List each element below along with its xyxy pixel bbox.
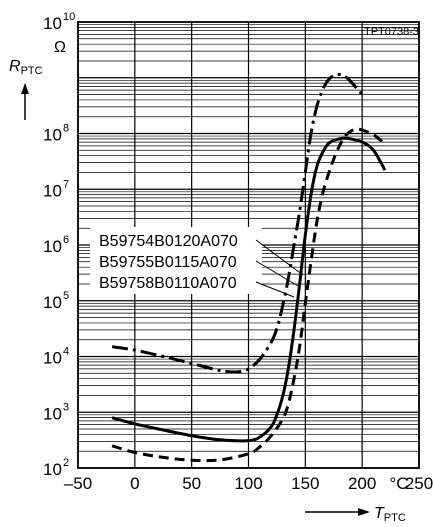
svg-text:RPTC: RPTC	[9, 58, 43, 77]
y-tick-exponent: 10	[63, 11, 75, 23]
y-axis-label-sub: PTC	[21, 65, 43, 77]
x-tick-label: 200	[348, 474, 376, 493]
y-axis-arrowhead-icon	[21, 83, 29, 94]
plot-frame	[77, 21, 420, 469]
y-tick-exponent: 5	[63, 290, 69, 302]
x-tick-label: 150	[291, 474, 319, 493]
document-id: TPT0738-3	[364, 26, 419, 38]
series-layer	[111, 72, 387, 463]
x-tick-label: 0	[130, 474, 139, 493]
legend-label-3: B59758B0110A070	[99, 275, 237, 292]
y-tick-base: 10	[43, 181, 62, 200]
series-line-1	[111, 72, 364, 374]
legend-leader-3	[255, 281, 295, 298]
legend-label-2: B59755B0115A070	[99, 254, 237, 271]
y-tick-base: 10	[43, 126, 62, 145]
svg-text:TPTC: TPTC	[374, 505, 406, 524]
x-axis-label-main: T	[374, 505, 385, 522]
x-tick-label: 250	[405, 474, 433, 493]
y-tick-exponent: 2	[63, 457, 69, 469]
legend: B59754B0120A070 B59755B0115A070 B59758B0…	[90, 227, 304, 298]
legend-leader-2	[255, 260, 299, 287]
series-line-3	[111, 127, 386, 463]
legend-leader-1	[255, 239, 304, 276]
y-tick-exponent: 7	[63, 178, 69, 190]
x-tick-label: 50	[182, 474, 201, 493]
x-unit: °C	[389, 474, 408, 493]
series-line-2	[111, 136, 387, 443]
x-tick-label: 100	[234, 474, 262, 493]
y-tick-base: 10	[43, 460, 62, 479]
y-tick-exponent: 3	[63, 401, 69, 413]
x-axis-arrowhead-icon	[358, 508, 370, 516]
y-tick-exponent: 8	[63, 123, 69, 135]
legend-background	[90, 227, 262, 294]
y-tick-base: 10	[43, 404, 62, 423]
y-unit: Ω	[54, 39, 66, 56]
y-tick-exponent: 4	[63, 346, 69, 358]
y-tick-base: 10	[43, 349, 62, 368]
x-tick-labels: –50 0 50 100 150 200 250	[64, 474, 433, 493]
y-tick-base: 10	[43, 237, 62, 256]
y-axis-label-main: R	[9, 58, 21, 75]
y-tick-exponent: 6	[63, 234, 69, 246]
y-tick-labels: 10 210 310 410 510 610 710 810 10	[43, 11, 75, 479]
y-tick-base: 10	[43, 14, 62, 33]
y-tick-base: 10	[43, 293, 62, 312]
legend-label-1: B59754B0120A070	[99, 233, 238, 250]
x-axis-label-sub: PTC	[384, 512, 406, 524]
y-axis-label: RPTC	[9, 58, 43, 120]
x-tick-label: –50	[64, 474, 92, 493]
x-axis-label: TPTC	[305, 505, 406, 524]
